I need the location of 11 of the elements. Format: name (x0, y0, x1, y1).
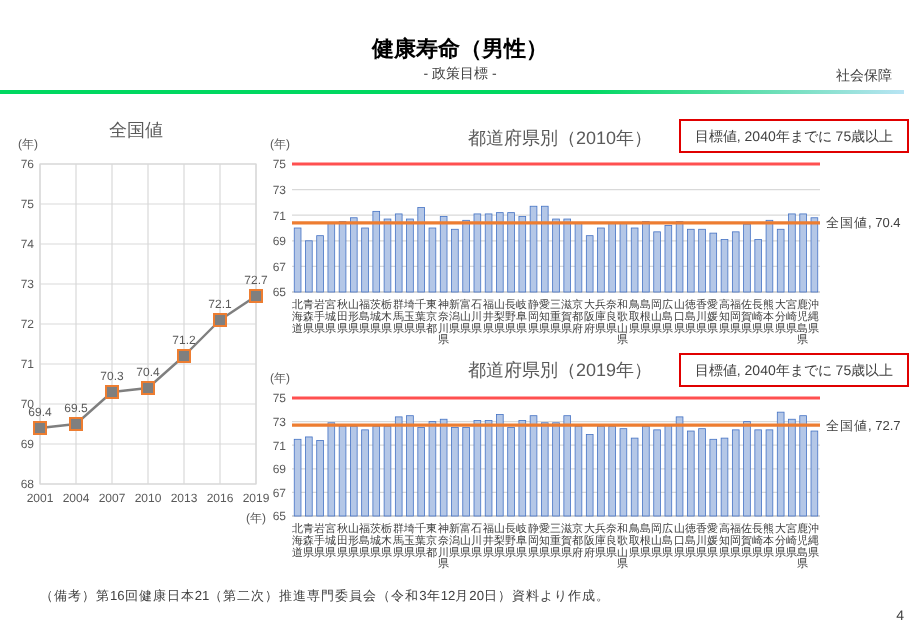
chart-title: 都道府県別（2019年） (467, 360, 653, 380)
point (213, 313, 227, 327)
point (249, 289, 263, 303)
chart-title: 全国値 (109, 120, 163, 140)
point (105, 385, 119, 399)
point (141, 381, 155, 395)
chart-title: 都道府県別（2010年） (467, 128, 653, 148)
point (33, 421, 47, 435)
point (69, 417, 83, 431)
text: 健康寿命（男性） (370, 36, 548, 62)
point (177, 349, 191, 363)
